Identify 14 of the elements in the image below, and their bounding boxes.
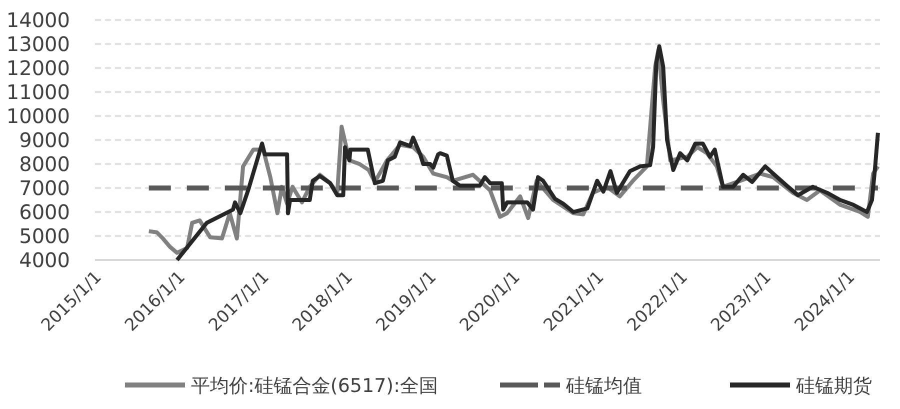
y-tick-label: 9000 bbox=[19, 128, 70, 152]
y-tick-label: 7000 bbox=[19, 176, 70, 200]
y-tick-label: 4000 bbox=[19, 248, 70, 272]
y-tick-label: 8000 bbox=[19, 152, 70, 176]
y-tick-label: 5000 bbox=[19, 224, 70, 248]
y-tick-label: 10000 bbox=[6, 104, 70, 128]
y-tick-label: 13000 bbox=[6, 32, 70, 56]
y-tick-label: 6000 bbox=[19, 200, 70, 224]
y-tick-label: 14000 bbox=[6, 8, 70, 32]
y-tick-label: 11000 bbox=[6, 80, 70, 104]
legend-label: 硅锰均值 bbox=[565, 375, 642, 397]
y-tick-label: 12000 bbox=[6, 56, 70, 80]
legend-label: 平均价:硅锰合金(6517):全国 bbox=[191, 375, 438, 397]
legend-label: 硅锰期货 bbox=[795, 375, 872, 397]
